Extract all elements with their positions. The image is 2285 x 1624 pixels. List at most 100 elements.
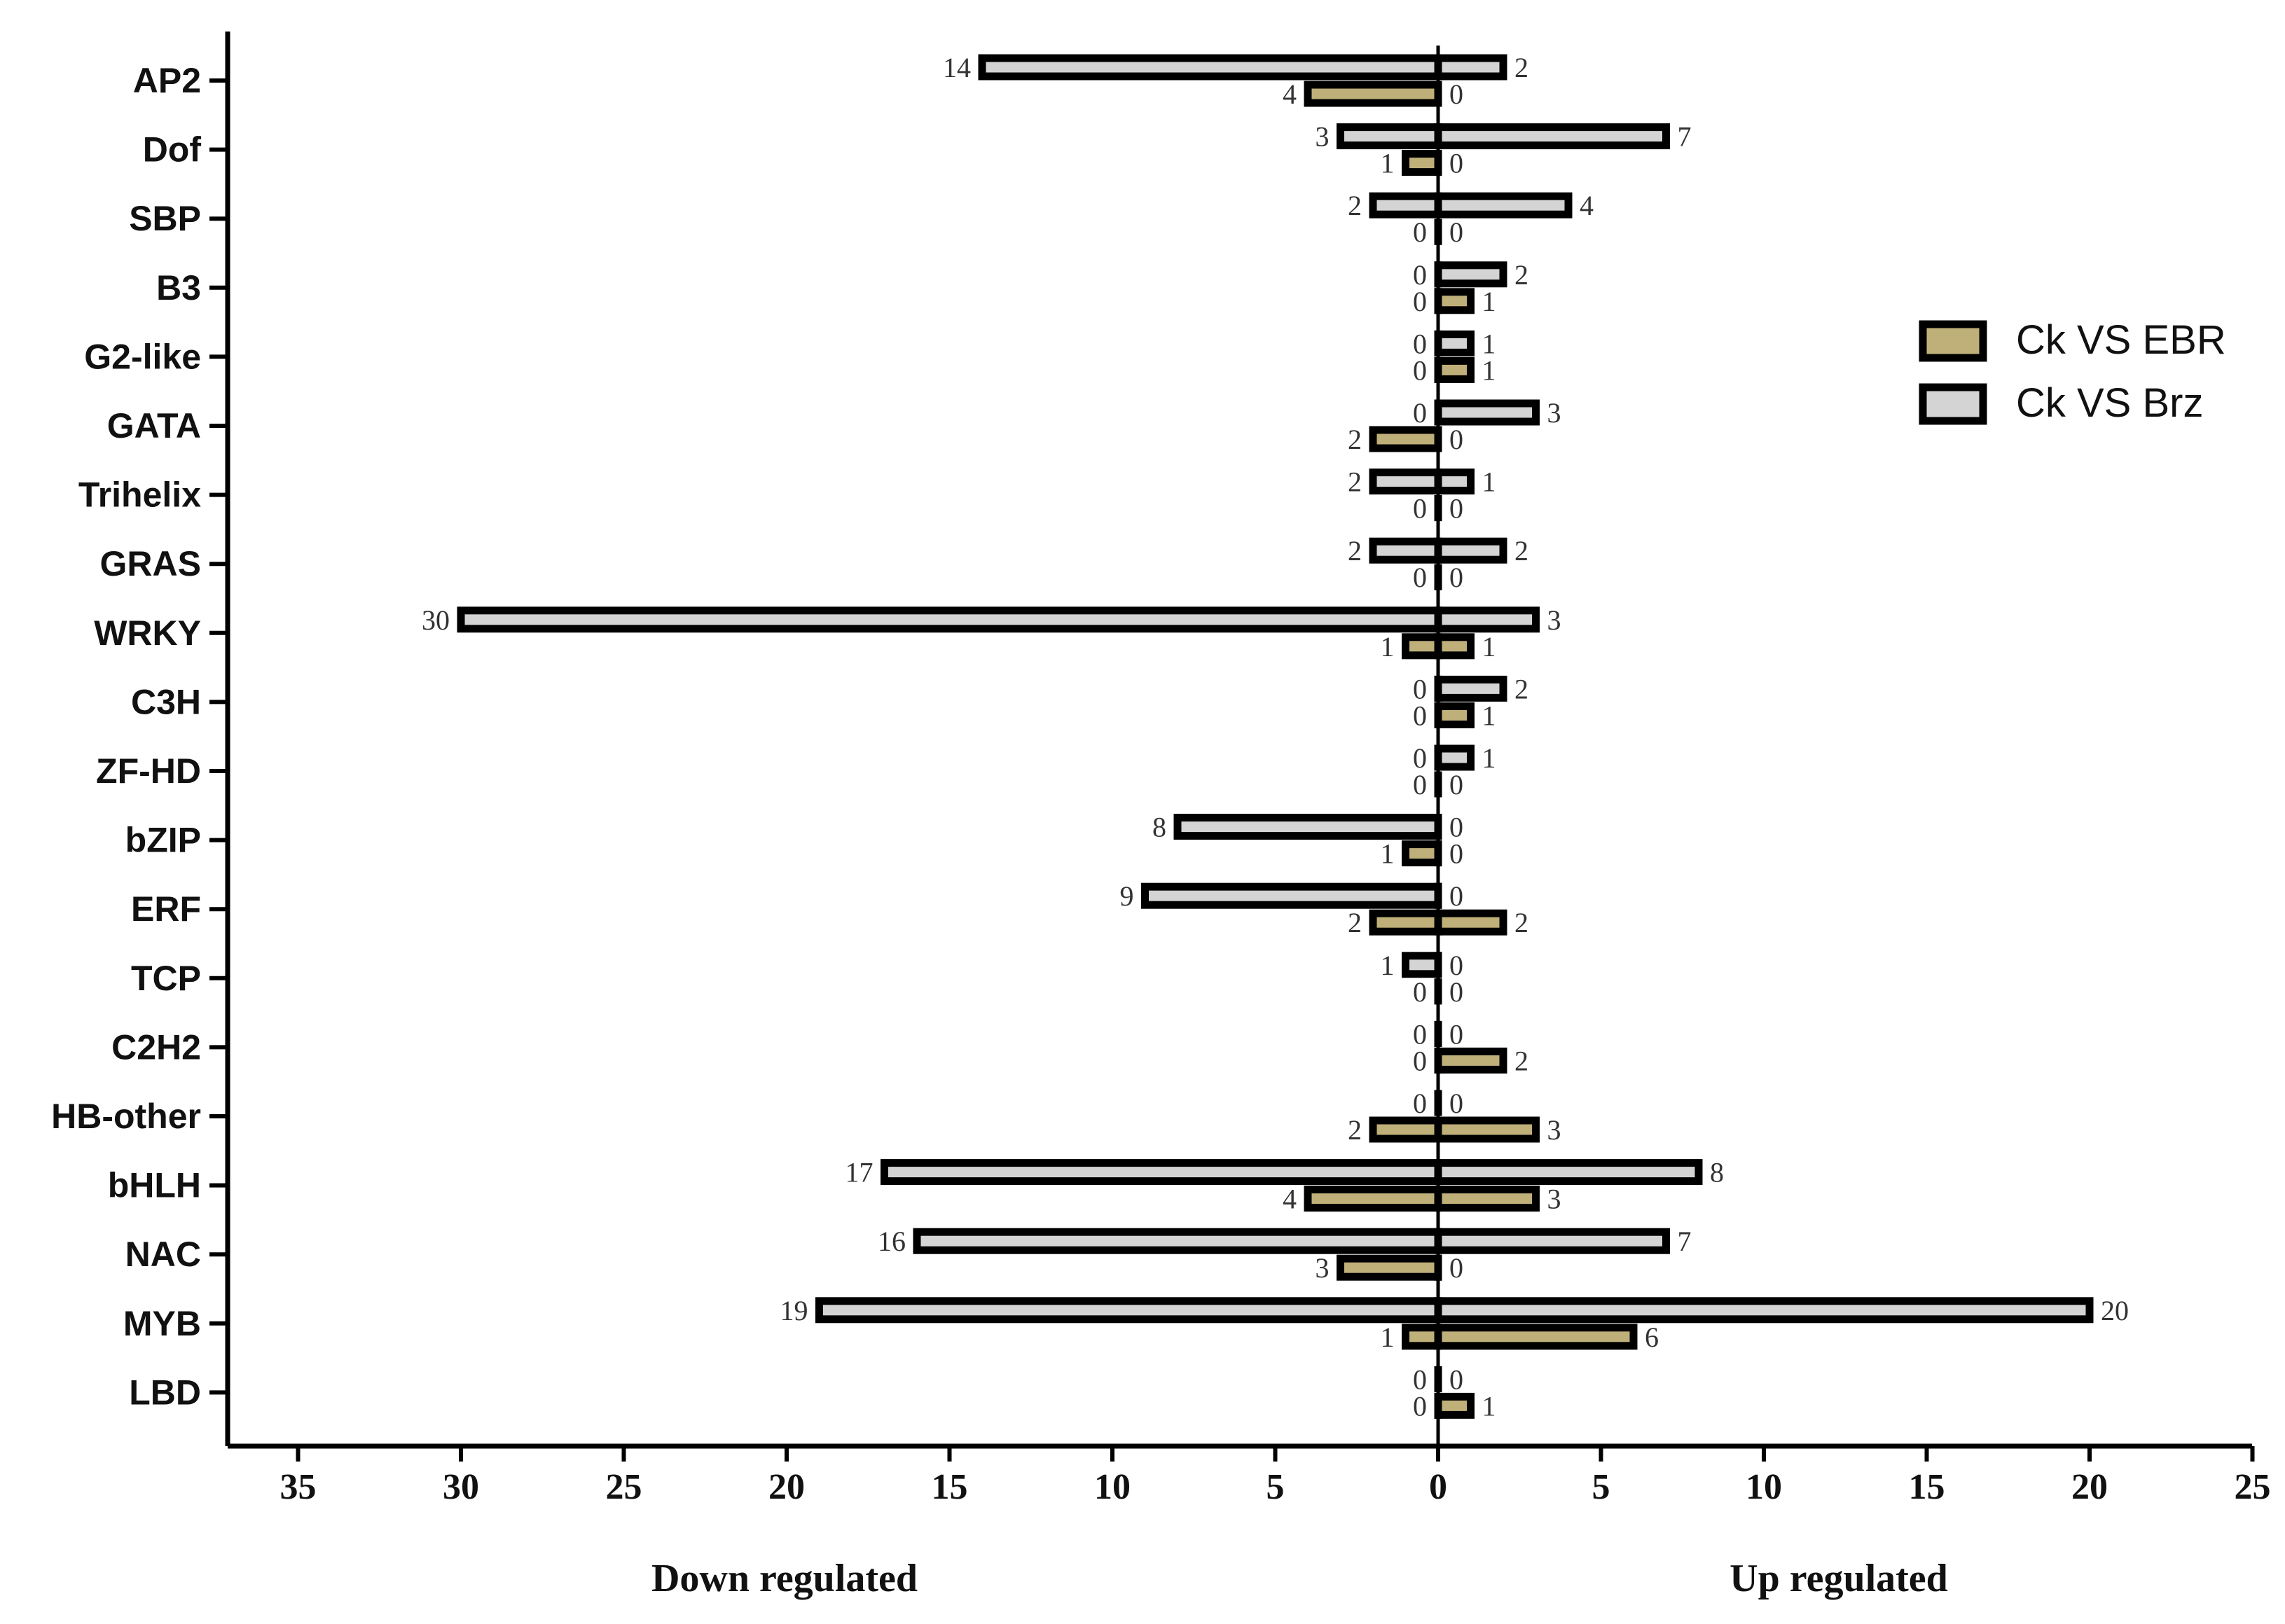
data-label-brz-down: 0 [1413,328,1427,359]
data-label-brz-down: 0 [1413,397,1427,429]
data-label-ebr-up: 3 [1547,1184,1561,1215]
data-label-ebr-down: 3 [1316,1252,1330,1284]
bar-brz-down [1369,469,1442,495]
bar-ebr-up [1434,909,1507,936]
data-label-ebr-down: 0 [1413,700,1427,731]
data-label-ebr-up: 0 [1449,78,1463,110]
bar-brz-up [1434,606,1540,633]
data-label-brz-up: 0 [1449,880,1463,912]
category-label: bHLH [108,1166,201,1205]
bar-ebr-up [1434,1047,1507,1074]
data-label-ebr-down: 4 [1283,78,1297,110]
legend-swatch-brz [1919,383,1987,425]
data-label-brz-up: 2 [1514,535,1528,567]
data-label-brz-down: 2 [1348,535,1362,567]
data-label-ebr-up: 1 [1482,1390,1496,1422]
x-tick-label: 35 [280,1467,317,1507]
bar-brz-up [1434,744,1475,771]
category-label: AP2 [133,61,201,100]
category-label: ZF-HD [96,751,201,791]
data-label-ebr-down: 1 [1381,631,1395,662]
data-label-brz-down: 0 [1413,1088,1427,1119]
data-label-brz-down: 9 [1120,880,1134,912]
x-axis-title-down: Down regulated [651,1557,918,1600]
x-tick-label: 20 [768,1467,805,1507]
data-label-ebr-down: 0 [1413,562,1427,593]
category-label: C3H [131,682,201,721]
bar-ebr-down [1369,909,1442,936]
bar-brz-up [1434,192,1573,218]
data-label-ebr-down: 4 [1283,1184,1297,1215]
data-label-ebr-up: 0 [1449,976,1463,1008]
data-label-ebr-down: 2 [1348,1114,1362,1146]
bar-brz-down [913,1228,1442,1254]
category-label: LBD [129,1373,201,1412]
bar-ebr-down [1304,1186,1442,1212]
data-label-ebr-up: 0 [1449,148,1463,179]
bar-ebr-down [1369,426,1442,452]
data-label-brz-up: 0 [1449,1363,1463,1395]
legend-label-brz: Ck VS Brz [2016,380,2204,426]
bar-ebr-down [1402,840,1442,867]
category-label: MYB [123,1304,201,1343]
bar-brz-up [1434,399,1540,426]
data-label-brz-down: 14 [943,52,971,83]
bar-ebr-up [1434,702,1475,728]
data-label-ebr-down: 1 [1381,838,1395,870]
category-label: bZIP [125,821,201,860]
data-label-brz-down: 1 [1381,950,1395,981]
bar-ebr-up [1434,1116,1540,1143]
x-axis-title-up: Up regulated [1730,1557,1948,1600]
x-tick-label: 25 [2235,1467,2271,1507]
category-label: HB-other [51,1097,201,1136]
data-label-ebr-up: 0 [1449,216,1463,248]
category-label: NAC [125,1235,201,1274]
category-label: GRAS [100,544,201,583]
data-label-brz-up: 2 [1514,673,1528,705]
bar-brz-up [1434,54,1507,81]
bar-brz-up [1434,1228,1670,1254]
data-label-ebr-up: 1 [1482,631,1496,662]
x-tick-label: 20 [2071,1467,2108,1507]
category-label: GATA [107,406,201,445]
bar-brz-down [1402,952,1442,978]
bar-brz-up [1434,123,1670,150]
data-label-brz-down: 30 [422,604,450,636]
data-label-brz-up: 0 [1449,950,1463,981]
bar-ebr-down [1337,1254,1442,1281]
data-label-brz-down: 8 [1152,812,1166,843]
data-label-ebr-up: 0 [1449,769,1463,800]
bar-brz-up [1434,675,1507,702]
bar-ebr-down [1402,633,1442,660]
category-label: B3 [156,268,201,307]
data-label-ebr-down: 0 [1413,976,1427,1008]
bar-ebr-down [1402,1324,1442,1350]
data-label-brz-up: 0 [1449,1018,1463,1050]
x-tick-label: 15 [1909,1467,1945,1507]
x-tick-label: 0 [1429,1467,1447,1507]
category-label: SBP [129,199,201,238]
data-label-ebr-down: 0 [1413,354,1427,386]
x-tick-label: 25 [606,1467,642,1507]
data-label-ebr-down: 0 [1413,1390,1427,1422]
data-label-brz-up: 1 [1482,742,1496,774]
data-label-brz-up: 3 [1547,397,1561,429]
category-label: WRKY [94,613,201,653]
data-label-brz-down: 2 [1348,466,1362,498]
data-label-brz-up: 0 [1449,1088,1463,1119]
bar-brz-down [1369,192,1442,218]
bar-brz-up [1434,469,1475,495]
bar-ebr-down [1304,81,1442,107]
data-label-ebr-up: 1 [1482,700,1496,731]
data-label-brz-up: 0 [1449,812,1463,843]
data-label-ebr-down: 1 [1381,1321,1395,1353]
x-tick-label: 10 [1094,1467,1131,1507]
data-label-ebr-down: 0 [1413,1045,1427,1076]
data-label-ebr-up: 0 [1449,424,1463,455]
data-label-brz-down: 2 [1348,190,1362,221]
category-label: Trihelix [78,476,201,515]
bar-brz-down [881,1159,1442,1186]
bar-ebr-down [1369,1116,1442,1143]
bar-ebr-down [1402,150,1442,176]
data-label-brz-up: 2 [1514,259,1528,291]
